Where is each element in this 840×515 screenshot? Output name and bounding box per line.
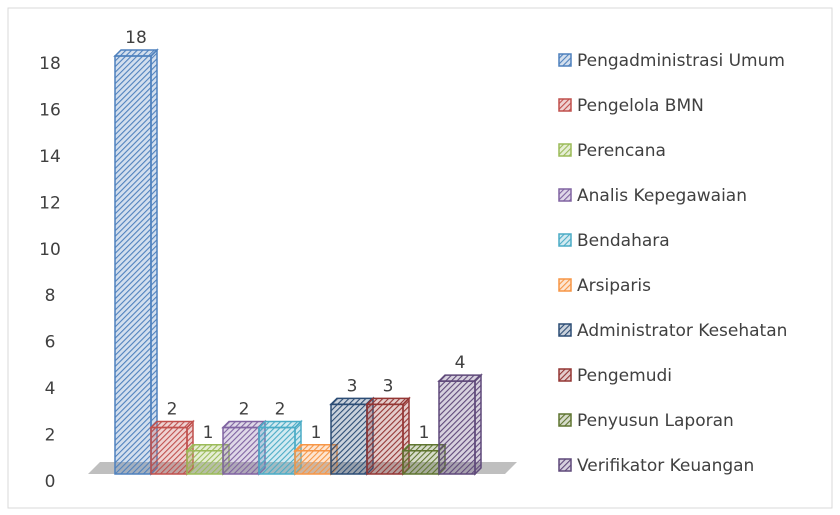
bar xyxy=(294,450,332,475)
legend-label: Pengadministrasi Umum xyxy=(577,51,785,71)
data-label: 2 xyxy=(239,400,250,420)
legend-swatch xyxy=(558,278,572,292)
legend-swatch xyxy=(558,413,572,427)
bar xyxy=(402,450,440,475)
bar xyxy=(222,426,260,475)
y-tick-label: 10 xyxy=(39,240,61,260)
data-label: 1 xyxy=(311,423,322,443)
legend-swatch xyxy=(558,188,572,202)
y-tick-label: 6 xyxy=(45,333,56,353)
data-label: 18 xyxy=(125,28,147,48)
bar-top xyxy=(365,397,411,406)
data-label: 3 xyxy=(347,376,358,396)
legend-label: Pengemudi xyxy=(577,366,672,386)
y-tick-label: 14 xyxy=(39,147,61,167)
legend-swatch xyxy=(558,368,572,382)
bar-top xyxy=(437,374,483,382)
bar xyxy=(438,380,476,475)
legend-label: Penyusun Laporan xyxy=(577,411,734,431)
data-label: 2 xyxy=(275,400,286,420)
data-label: 1 xyxy=(203,423,214,443)
legend-label: Bendahara xyxy=(577,231,670,251)
data-label: 2 xyxy=(167,400,178,420)
legend-label: Verifikator Keuangan xyxy=(577,456,754,476)
y-tick-label: 18 xyxy=(39,54,61,74)
bar-side xyxy=(474,373,482,476)
bar-top xyxy=(329,397,375,406)
y-tick-label: 16 xyxy=(39,100,61,120)
legend-swatch xyxy=(558,233,572,247)
legend-swatch xyxy=(558,98,572,112)
data-label: 4 xyxy=(455,353,466,373)
y-tick-label: 2 xyxy=(45,426,56,446)
bar-top xyxy=(221,420,267,429)
legend-label: Arsiparis xyxy=(577,276,651,296)
legend-label: Perencana xyxy=(577,141,666,161)
legend-swatch xyxy=(558,458,572,472)
legend-swatch xyxy=(558,143,572,157)
bar-top xyxy=(149,420,195,429)
bar-top xyxy=(257,420,303,429)
bar xyxy=(366,403,404,475)
legend-swatch xyxy=(558,53,572,67)
bar-side xyxy=(150,48,158,476)
bar-top xyxy=(113,49,159,57)
data-label: 3 xyxy=(383,376,394,396)
legend-label: Pengelola BMN xyxy=(577,96,704,116)
legend-swatch xyxy=(558,323,572,337)
legend-label: Analis Kepegawaian xyxy=(577,186,747,206)
y-tick-label: 0 xyxy=(45,472,56,492)
bar xyxy=(114,55,152,475)
bar xyxy=(150,426,188,475)
data-label: 1 xyxy=(419,423,430,443)
y-tick-label: 12 xyxy=(39,193,61,213)
bar xyxy=(258,426,296,475)
legend-label: Administrator Kesehatan xyxy=(577,321,787,341)
bar xyxy=(330,403,368,475)
y-tick-label: 8 xyxy=(45,286,56,306)
bar xyxy=(186,450,224,475)
y-tick-label: 4 xyxy=(45,379,56,399)
